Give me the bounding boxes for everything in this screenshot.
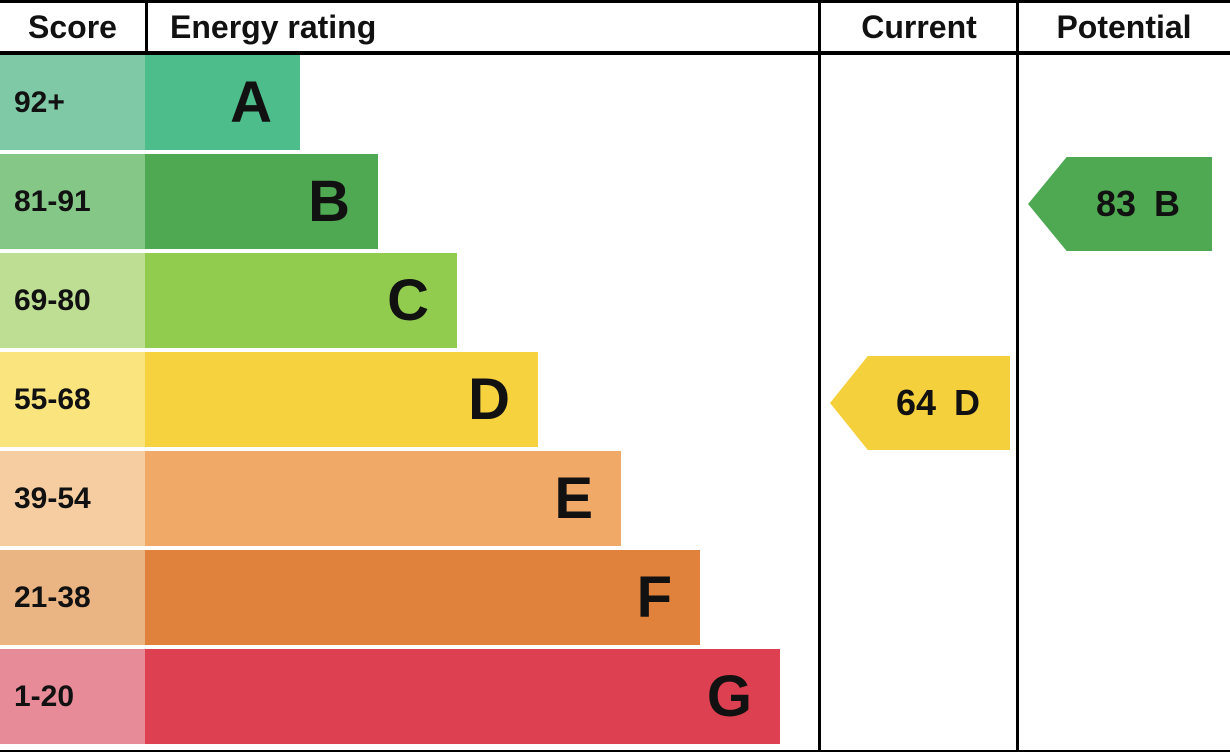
score-column-header: Score bbox=[28, 8, 117, 45]
rating-bar-d: D bbox=[145, 352, 538, 447]
band-row-b: 81-91 B bbox=[0, 154, 1230, 253]
band-letter-b: B bbox=[308, 168, 350, 234]
score-label-c: 69-80 bbox=[0, 253, 145, 348]
band-row-f: 21-38 F bbox=[0, 550, 1230, 649]
band-row-d: 55-68 D bbox=[0, 352, 1230, 451]
band-row-g: 1-20 G bbox=[0, 649, 1230, 748]
potential-column-separator bbox=[1016, 3, 1019, 750]
band-row-c: 69-80 C bbox=[0, 253, 1230, 352]
rating-bar-f: F bbox=[145, 550, 700, 645]
potential-rating-arrow: 83 B bbox=[1028, 157, 1212, 251]
band-letter-e: E bbox=[554, 465, 593, 531]
band-row-a: 92+ A bbox=[0, 55, 1230, 154]
band-letter-f: F bbox=[636, 564, 672, 630]
band-rows: 92+ A 81-91 B 69-80 C 55-68 D 39-54 bbox=[0, 55, 1230, 748]
score-label-e: 39-54 bbox=[0, 451, 145, 546]
score-label-d: 55-68 bbox=[0, 352, 145, 447]
potential-rating-value: 83 bbox=[1095, 183, 1137, 224]
score-label-b: 81-91 bbox=[0, 154, 145, 249]
band-letter-c: C bbox=[387, 267, 429, 333]
score-label-f: 21-38 bbox=[0, 550, 145, 645]
band-letter-g: G bbox=[706, 663, 752, 729]
band-letter-d: D bbox=[468, 366, 510, 432]
rating-bar-e: E bbox=[145, 451, 621, 546]
current-rating-value: 64 bbox=[895, 382, 937, 423]
potential-column-header: Potential bbox=[1056, 8, 1192, 45]
potential-rating-letter: B bbox=[1154, 183, 1181, 224]
current-rating-arrow: 64 D bbox=[830, 356, 1010, 450]
rating-bar-a: A bbox=[145, 55, 300, 150]
band-row-e: 39-54 E bbox=[0, 451, 1230, 550]
current-rating-letter: D bbox=[954, 382, 981, 423]
rating-bar-g: G bbox=[145, 649, 780, 744]
header-divider bbox=[145, 3, 148, 51]
band-letter-a: A bbox=[230, 69, 272, 135]
energy-rating-column-header: Energy rating bbox=[170, 8, 377, 45]
rating-bar-c: C bbox=[145, 253, 457, 348]
chart-header: Score Energy rating Current Potential bbox=[0, 3, 1230, 55]
rating-bar-b: B bbox=[145, 154, 378, 249]
score-label-a: 92+ bbox=[0, 55, 145, 150]
current-column-separator bbox=[818, 3, 821, 750]
current-column-header: Current bbox=[861, 8, 977, 45]
score-label-g: 1-20 bbox=[0, 649, 145, 744]
